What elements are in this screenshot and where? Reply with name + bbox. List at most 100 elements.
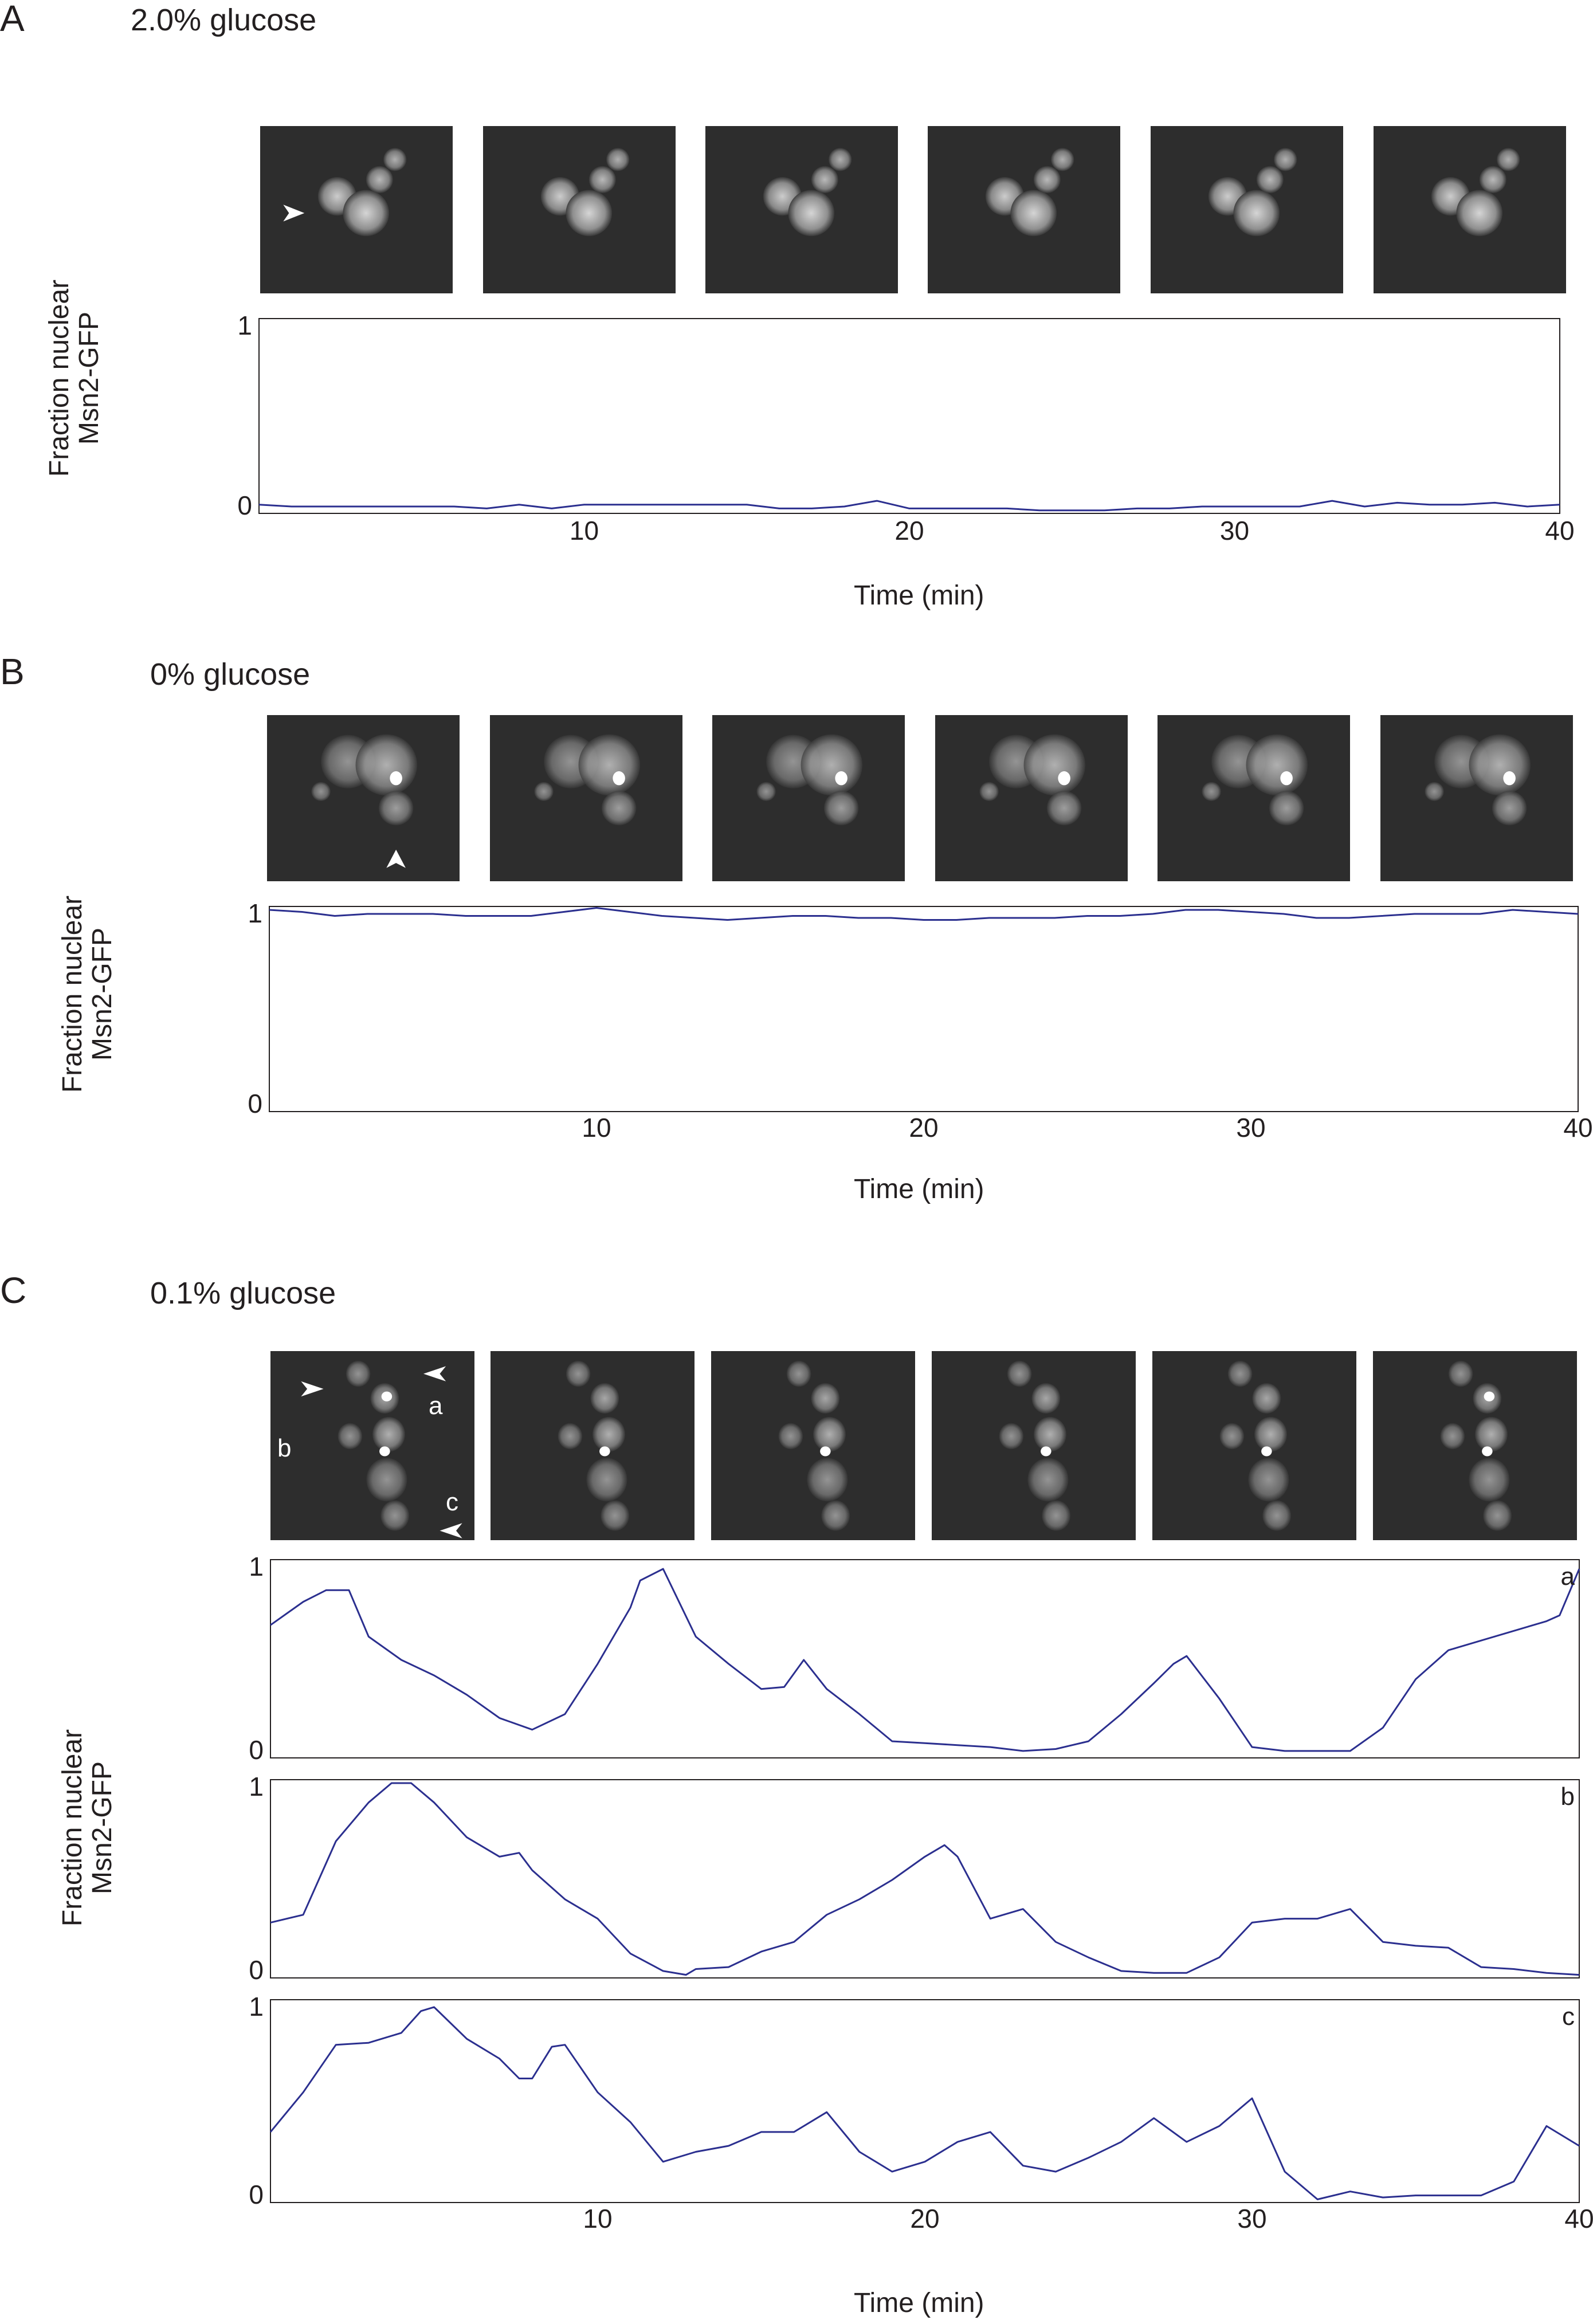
- cell-blob: [807, 1458, 848, 1502]
- y-tick-label: 1: [249, 1772, 264, 1801]
- arrowhead-icon: [440, 1523, 462, 1538]
- cell-blob: [778, 1423, 803, 1450]
- micrograph-frame: [705, 126, 898, 293]
- cell-blob: [1252, 1383, 1281, 1414]
- micrograph-frame: [711, 1351, 915, 1540]
- cell-label-c: c: [446, 1488, 458, 1516]
- y-tick-label: 0: [249, 2180, 264, 2209]
- cell-blob: [1202, 782, 1221, 802]
- y-tick-label: 0: [249, 1955, 264, 1985]
- cell-blob: [590, 1383, 619, 1414]
- x-tick-label: 30: [1236, 1113, 1265, 1143]
- arrowhead-icon: [423, 1366, 446, 1381]
- cell-blob: [756, 782, 776, 802]
- cell-blob: [1256, 166, 1284, 193]
- cell-blob: [788, 190, 835, 237]
- cell-blob: [1233, 190, 1280, 237]
- micrograph-frame: [483, 126, 676, 293]
- panel-letter-b: B: [0, 651, 25, 692]
- cell-blob: [1269, 791, 1304, 826]
- cell-blob: [1010, 190, 1057, 237]
- cell-corner-label: a: [1561, 1563, 1575, 1591]
- cell-blob: [311, 782, 331, 802]
- plot-frame: [270, 1559, 1580, 1758]
- y-tick-label: 1: [249, 1552, 264, 1581]
- cell-blob: [999, 1423, 1024, 1450]
- micrograph-frame: [1151, 126, 1343, 293]
- cell-blob: [586, 1458, 627, 1502]
- y-tick-label: 1: [237, 311, 252, 340]
- x-tick-label: 30: [1220, 516, 1249, 545]
- cell-blob: [1440, 1423, 1465, 1450]
- cell-blob: [1479, 166, 1506, 193]
- panel-letter-c: C: [0, 1270, 27, 1311]
- cell-blob: [811, 166, 838, 193]
- x-axis-label-a: Time (min): [854, 580, 984, 611]
- cell-blob: [1456, 190, 1503, 237]
- micrograph-frame: [1373, 1351, 1577, 1540]
- arrowhead-icon: [283, 205, 305, 222]
- cell-label-a: a: [429, 1392, 443, 1420]
- cell-blob: [1492, 791, 1527, 826]
- x-axis-label-b: Time (min): [854, 1174, 984, 1204]
- plot-frame: [269, 906, 1579, 1112]
- y-tick-label: 0: [248, 1089, 262, 1118]
- cell-blob: [606, 148, 630, 171]
- x-tick-label: 40: [1564, 2204, 1593, 2233]
- cell-blob: [813, 1416, 846, 1452]
- x-tick-label: 40: [1563, 1113, 1592, 1143]
- cell-blob: [1031, 1383, 1061, 1414]
- cell-blob: [346, 1360, 371, 1387]
- series-line: [258, 500, 1560, 512]
- cell-label-b: b: [277, 1434, 292, 1462]
- cell-blob: [1469, 1458, 1510, 1502]
- cell-blob: [593, 1416, 625, 1452]
- cell-blob: [383, 148, 407, 171]
- x-axis-label-c: Time (min): [854, 2288, 984, 2318]
- micrograph-frame: [491, 1351, 695, 1540]
- micrograph-frame: [712, 715, 905, 881]
- cell-blob: [601, 1500, 630, 1531]
- cell-blob: [558, 1423, 583, 1450]
- cell-blob: [380, 1500, 410, 1531]
- condition-label-a: 2.0% glucose: [131, 3, 317, 37]
- cell-blob: [1027, 1458, 1069, 1502]
- cell-blob: [378, 791, 414, 826]
- cell-blob: [366, 166, 393, 193]
- cell-blob: [1046, 791, 1082, 826]
- cell-blob: [1483, 1500, 1512, 1531]
- cell-blob: [566, 1360, 591, 1387]
- x-tick-label: 30: [1237, 2204, 1266, 2233]
- cell-blob: [588, 166, 616, 193]
- cell-blob: [1497, 148, 1520, 171]
- micrograph-frame: [1374, 126, 1566, 293]
- plot-frame: [258, 318, 1560, 514]
- x-tick-label: 20: [910, 2204, 939, 2233]
- cell-blob: [1274, 148, 1297, 171]
- cell-blob: [366, 1458, 407, 1502]
- panel-letter-a: A: [0, 0, 25, 39]
- cell-blob: [811, 1383, 840, 1414]
- series-line: [269, 907, 1579, 921]
- cell-blob: [1262, 1500, 1292, 1531]
- cell-blob: [534, 782, 554, 802]
- series-line: [270, 1568, 1580, 1752]
- series-line: [270, 1782, 1580, 1976]
- cell-blob: [343, 190, 390, 237]
- cell-blob: [1425, 782, 1444, 802]
- cell-blob: [1254, 1416, 1287, 1452]
- cell-blob: [1033, 166, 1061, 193]
- cell-blob: [1051, 148, 1074, 171]
- y-tick-label: 0: [249, 1735, 264, 1765]
- cell-blob: [821, 1500, 850, 1531]
- x-tick-label: 10: [582, 1113, 611, 1143]
- micrograph-frame: [928, 126, 1120, 293]
- x-tick-label: 40: [1545, 516, 1574, 545]
- cell-blob: [1219, 1423, 1245, 1450]
- condition-label-b: 0% glucose: [150, 657, 311, 692]
- y-tick-label: 1: [248, 898, 262, 928]
- x-tick-label: 20: [909, 1113, 938, 1143]
- x-tick-label: 10: [583, 2204, 612, 2233]
- x-tick-label: 20: [894, 516, 924, 545]
